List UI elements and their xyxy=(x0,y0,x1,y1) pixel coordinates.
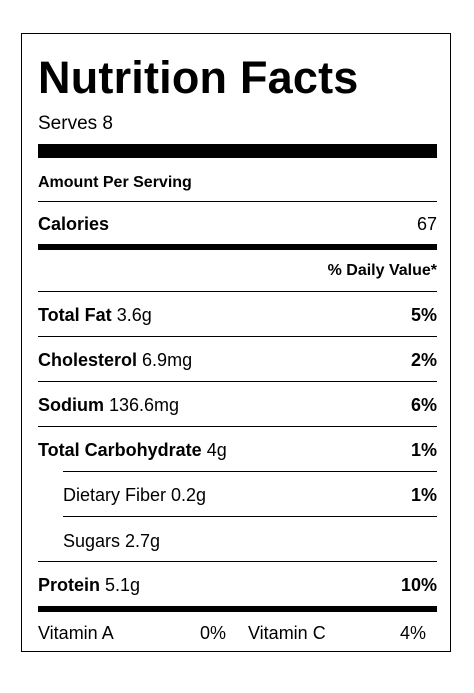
divider xyxy=(38,426,437,427)
nutrient-name: Sodium xyxy=(38,394,104,415)
nutrient-daily-value: 1% xyxy=(410,439,437,460)
sub-nutrient-text: Dietary Fiber 0.2g xyxy=(63,484,207,505)
nutrient-amount: 136.6mg xyxy=(109,394,180,415)
divider xyxy=(38,561,437,562)
nutrient-daily-value: 5% xyxy=(410,304,437,325)
vitamin-value: 4% xyxy=(399,622,426,643)
calories-label: Calories xyxy=(38,213,110,234)
protein-row: Protein 5.1g 10% xyxy=(38,570,437,600)
nutrient-name: Total Fat xyxy=(38,304,112,325)
vitamin-a-row: Vitamin A 0% xyxy=(38,620,226,646)
protein-amount: 5.1g xyxy=(105,574,141,595)
sub-nutrient-row-dietary-fiber: Dietary Fiber 0.2g 1% xyxy=(63,480,437,510)
amount-per-serving-row: Amount Per Serving xyxy=(38,168,437,198)
vitamin-value: 0% xyxy=(199,622,226,643)
divider xyxy=(38,381,437,382)
vitamin-name: Vitamin C xyxy=(248,622,326,643)
nutrient-row-total-fat: Total Fat 3.6g 5% xyxy=(38,300,437,330)
medium-divider xyxy=(38,606,437,612)
divider xyxy=(63,471,437,472)
divider xyxy=(38,291,437,292)
nutrition-label: Nutrition Facts Serves 8 Amount Per Serv… xyxy=(21,33,451,652)
label-title: Nutrition Facts xyxy=(38,52,359,103)
vitamin-c-row: Vitamin C 4% xyxy=(248,620,426,646)
divider xyxy=(63,516,437,517)
servings-text: Serves 8 xyxy=(38,113,113,134)
daily-value-header: % Daily Value* xyxy=(327,262,437,279)
nutrient-name: Total Carbohydrate xyxy=(38,439,202,460)
nutrient-name: Cholesterol xyxy=(38,349,138,370)
sub-nutrient-daily-value: 1% xyxy=(410,484,437,505)
medium-divider xyxy=(38,244,437,250)
thick-divider xyxy=(38,144,437,158)
nutrient-amount: 3.6g xyxy=(116,304,152,325)
amount-per-serving-label: Amount Per Serving xyxy=(38,174,192,191)
nutrient-amount: 4g xyxy=(206,439,227,460)
sub-nutrient-row-sugars: Sugars 2.7g xyxy=(63,526,437,556)
nutrient-daily-value: 6% xyxy=(410,394,437,415)
nutrient-amount: 6.9mg xyxy=(142,349,193,370)
sub-nutrient-text: Sugars 2.7g xyxy=(63,530,161,551)
vitamin-name: Vitamin A xyxy=(38,622,114,643)
nutrient-row-sodium: Sodium 136.6mg 6% xyxy=(38,390,437,420)
protein-label: Protein xyxy=(38,574,101,595)
calories-value: 67 xyxy=(416,213,437,234)
divider xyxy=(38,336,437,337)
nutrient-row-total-carbohydrate: Total Carbohydrate 4g 1% xyxy=(38,435,437,465)
daily-value-header-row: % Daily Value* xyxy=(38,256,437,286)
divider xyxy=(38,201,437,202)
calories-row: Calories 67 xyxy=(38,209,437,239)
nutrient-row-cholesterol: Cholesterol 6.9mg 2% xyxy=(38,345,437,375)
protein-daily-value: 10% xyxy=(400,574,437,595)
nutrient-daily-value: 2% xyxy=(410,349,437,370)
